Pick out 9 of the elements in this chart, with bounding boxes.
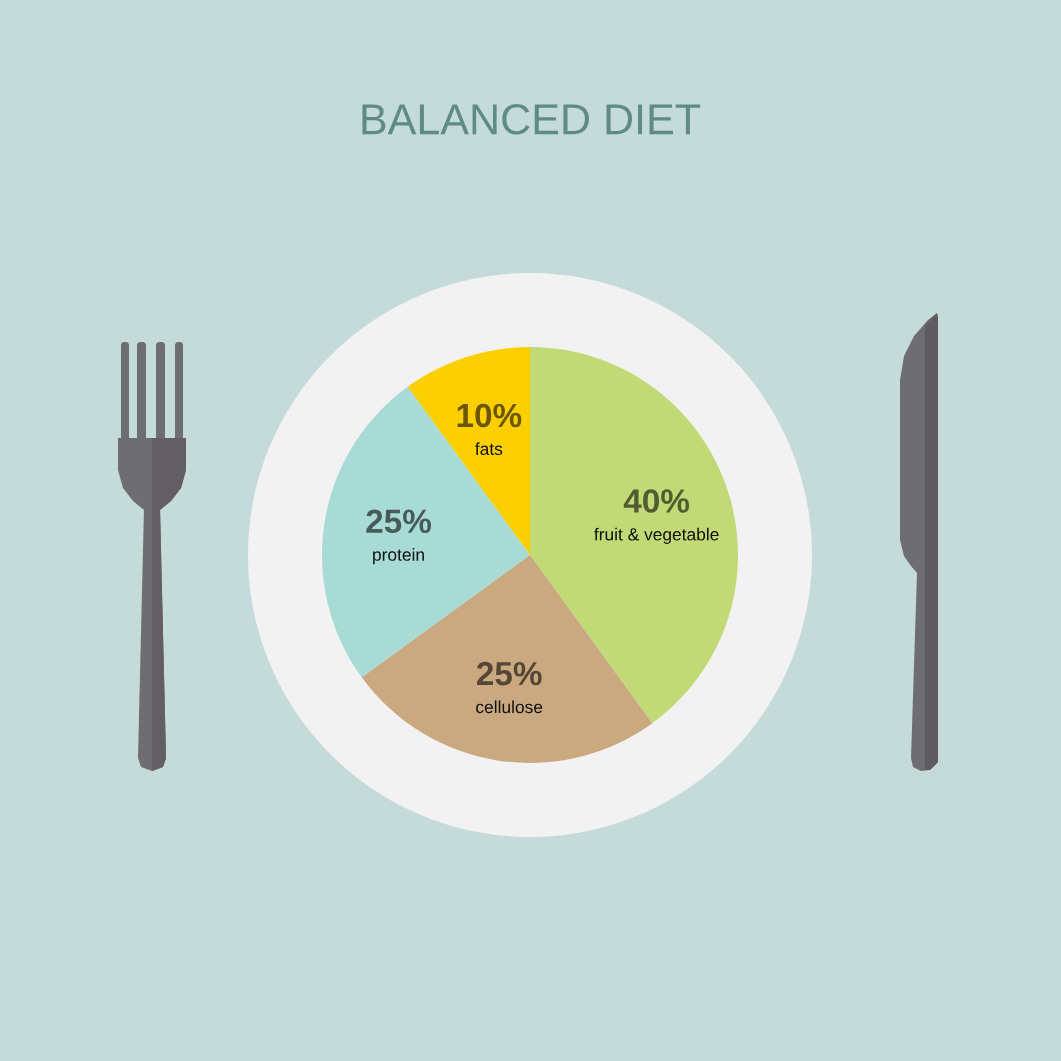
data-label: 25% [476,661,542,686]
slice-label: fruit & vegetable [594,527,719,544]
data-label: 10% [457,403,522,428]
data-label: 25% [366,509,431,534]
data-label: 40% [623,489,690,513]
chart-title: BALANCED DIET [362,104,701,135]
slice-label: fats [475,442,503,456]
slice-label: cellulose [476,700,543,714]
slice-label: protein [373,548,424,565]
